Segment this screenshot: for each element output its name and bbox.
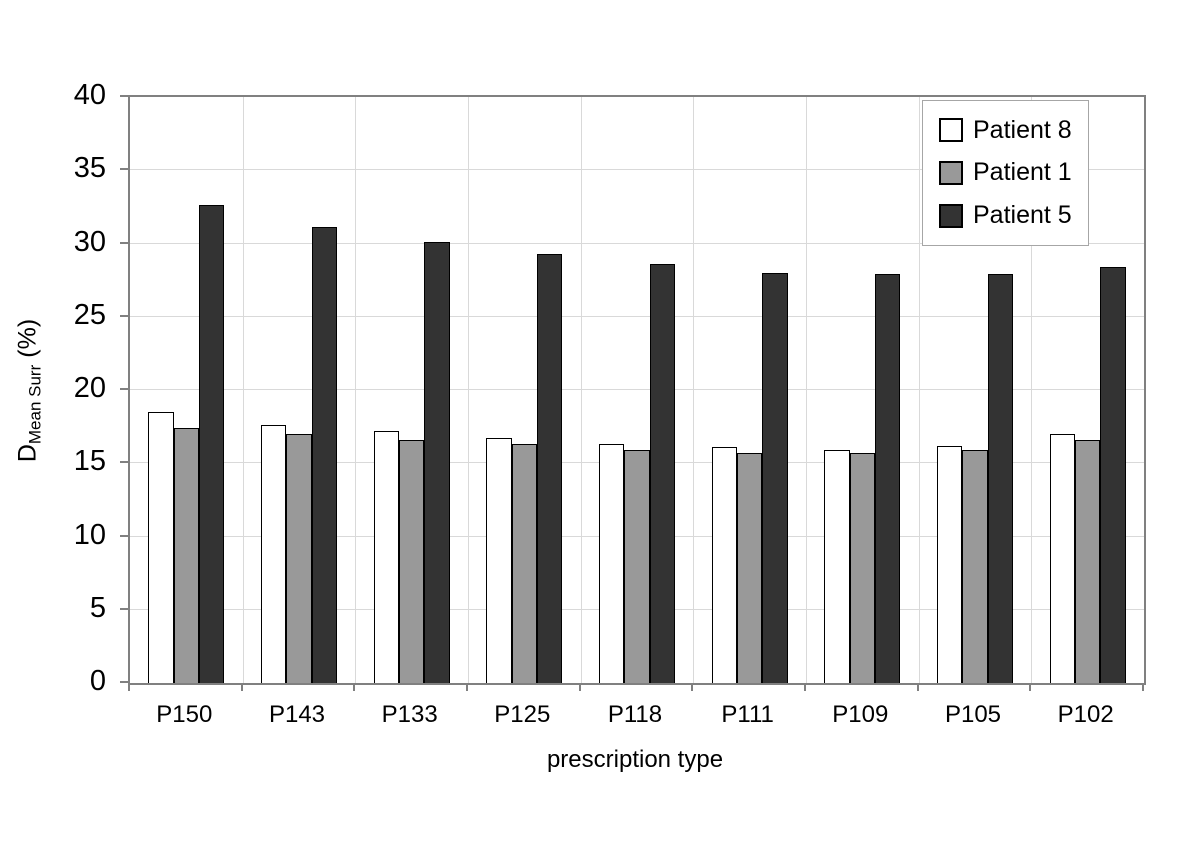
gridline-v-6 [806, 97, 807, 683]
gridline-h-35 [130, 169, 1144, 171]
x-tick-label-p150: P150 [156, 701, 213, 728]
y-tick-label-35: 35 [73, 152, 106, 185]
bar-patient-5-p150 [199, 205, 225, 683]
y-tick-15 [120, 461, 128, 464]
y-tick-label-10: 10 [73, 518, 106, 551]
y-tick-label-5: 5 [89, 591, 106, 624]
x-tick-label-p102: P102 [1057, 701, 1114, 728]
y-axis-title-sub: Mean Surr [25, 364, 45, 445]
gridline-v-2 [355, 97, 357, 683]
bar-patient-5-p143 [311, 227, 338, 683]
y-tick-label-40: 40 [73, 79, 106, 111]
bar-patient-1-p105 [962, 450, 988, 683]
y-tick-30 [120, 241, 128, 244]
x-tick-label-p109: P109 [832, 701, 889, 728]
bar-patient-1-p143 [286, 433, 312, 683]
bar-patient-8-p109 [824, 450, 850, 683]
y-tick-label-0: 0 [89, 665, 106, 697]
y-tick-label-15: 15 [73, 445, 106, 478]
bar-patient-1-p150 [173, 428, 199, 683]
x-tick-4 [578, 683, 581, 691]
y-tick-label-30: 30 [73, 225, 106, 258]
x-tick-0 [128, 683, 130, 691]
bar-patient-8-p150 [148, 411, 174, 683]
bar-patient-5-p109 [875, 274, 901, 683]
legend-swatch-patient-5 [939, 203, 963, 228]
bar-patient-1-p102 [1074, 439, 1101, 683]
bar-patient-5-p118 [649, 264, 676, 683]
bar-patient-5-p102 [1100, 266, 1126, 683]
gridline-h-30 [130, 242, 1144, 244]
y-tick-0 [120, 681, 128, 683]
x-tick-9 [1142, 683, 1144, 691]
bar-patient-5-p125 [537, 253, 563, 683]
y-tick-35 [120, 168, 128, 171]
x-tick-label-p111: P111 [721, 701, 774, 728]
bar-patient-8-p105 [936, 445, 963, 683]
legend-swatch-patient-1 [939, 160, 963, 185]
legend-label-patient-5: Patient 5 [973, 201, 1072, 230]
gridline-v-3 [468, 97, 469, 683]
bar-patient-1-p118 [624, 450, 650, 683]
y-axis-title-main: D [13, 444, 42, 463]
bar-patient-8-p118 [598, 444, 625, 683]
x-tick-6 [804, 683, 806, 691]
gridline-h-25 [130, 315, 1144, 317]
legend-item-patient-8: Patient 8 [939, 115, 1088, 144]
x-tick-label-p125: P125 [494, 701, 551, 728]
x-tick-3 [466, 683, 468, 691]
y-tick-25 [120, 314, 128, 317]
bar-patient-8-p133 [373, 431, 399, 683]
legend-item-patient-5: Patient 5 [939, 203, 1088, 228]
bar-patient-8-p102 [1049, 433, 1075, 683]
legend-item-patient-1: Patient 1 [939, 160, 1088, 185]
bar-patient-1-p111 [736, 453, 763, 683]
x-tick-label-p143: P143 [268, 701, 326, 728]
x-tick-label-p118: P118 [607, 701, 663, 728]
x-tick-label-p105: P105 [944, 701, 1002, 728]
gridline-h-20 [130, 389, 1144, 390]
x-tick-2 [353, 683, 356, 691]
bar-patient-5-p133 [424, 242, 450, 683]
bar-patient-1-p133 [398, 439, 425, 683]
x-tick-7 [916, 683, 919, 691]
gridline-v-5 [693, 97, 695, 683]
bar-patient-5-p111 [762, 272, 788, 683]
y-tick-40 [120, 95, 128, 97]
x-axis-title: prescription type [546, 746, 724, 773]
x-tick-5 [691, 683, 694, 691]
gridline-v-1 [242, 97, 244, 683]
legend-label-patient-1: Patient 1 [973, 158, 1072, 187]
x-tick-1 [240, 683, 243, 691]
gridline-v-7 [918, 97, 920, 683]
gridline-v-4 [580, 97, 582, 683]
y-tick-label-20: 20 [73, 372, 106, 404]
bar-patient-1-p109 [849, 453, 875, 683]
y-tick-label-25: 25 [73, 298, 106, 331]
bar-patient-8-p111 [711, 447, 737, 683]
x-tick-label-p133: P133 [381, 701, 438, 728]
y-axis-title-unit: (%) [13, 318, 42, 358]
legend-swatch-patient-8 [939, 118, 963, 143]
gridline-v-8 [1031, 97, 1033, 683]
y-tick-5 [120, 607, 128, 610]
y-tick-20 [120, 388, 128, 390]
legend: Patient 8 Patient 1 Patient 5 [922, 100, 1089, 246]
bar-patient-8-p125 [486, 438, 512, 683]
legend-label-patient-8: Patient 8 [973, 115, 1072, 144]
x-tick-8 [1029, 683, 1032, 691]
y-axis-title: DMean Surr (%) [13, 211, 45, 571]
bar-patient-1-p125 [511, 444, 537, 683]
bar-patient-8-p143 [260, 425, 287, 683]
y-tick-10 [120, 534, 128, 537]
bar-patient-5-p105 [987, 274, 1014, 683]
